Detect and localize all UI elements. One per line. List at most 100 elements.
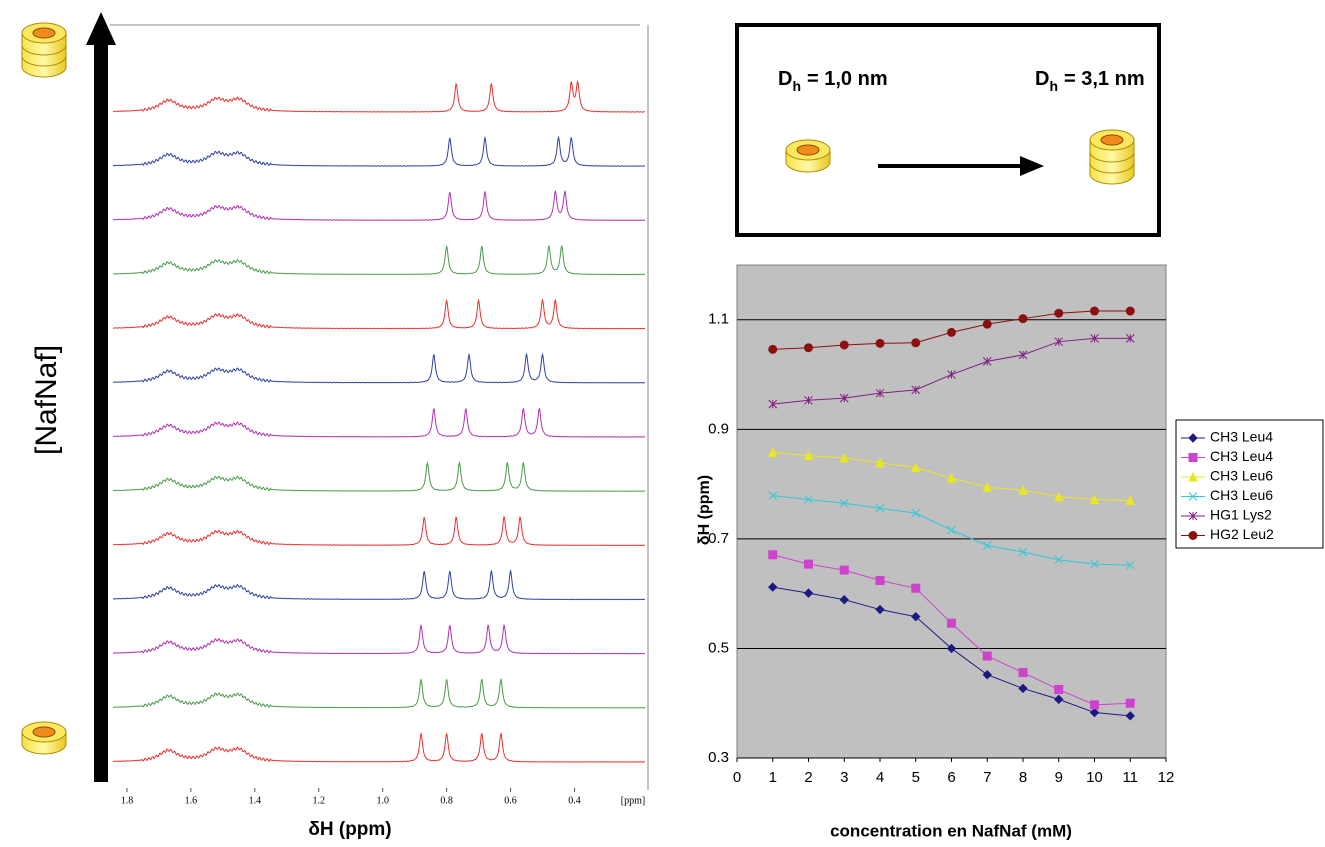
marker: [982, 670, 992, 680]
spectrum: [112, 515, 646, 547]
legend-label: CH3 Leu4: [1210, 448, 1273, 464]
x-tick-label: 3: [840, 769, 848, 786]
legend-label: CH3 Leu6: [1210, 487, 1273, 503]
marker: [768, 491, 778, 500]
marker: [1089, 494, 1100, 504]
marker: [803, 450, 814, 461]
spectrum: [112, 731, 646, 763]
marker: [1125, 495, 1136, 506]
marker: [947, 618, 956, 628]
x-tick-label: 1.6: [185, 795, 198, 806]
marker: [839, 340, 849, 350]
marker: [1054, 685, 1064, 695]
concentration-arrow: [86, 12, 116, 782]
marker: [1018, 547, 1028, 557]
marker: [911, 583, 921, 593]
marker: [982, 651, 992, 661]
marker: [875, 576, 885, 586]
y-tick-label: 0.5: [708, 639, 729, 656]
x-tick-label: 0.8: [440, 795, 453, 806]
marker: [768, 550, 778, 560]
marker: [875, 388, 885, 398]
legend-label: CH3 Leu4: [1210, 429, 1273, 445]
x-tick-label: 0.6: [504, 795, 517, 806]
marker: [804, 395, 813, 405]
legend-label: HG1 Lys2: [1210, 507, 1272, 523]
spectrum: [112, 135, 646, 167]
x-tick-label: 1.0: [376, 795, 389, 806]
marker: [804, 495, 813, 504]
marker: [804, 559, 813, 569]
spectrum: [112, 352, 646, 384]
marker: [1054, 337, 1064, 347]
marker: [804, 343, 813, 353]
legend-marker: [1188, 531, 1198, 540]
marker: [947, 370, 956, 379]
start-size-label: Dh = 1,0 nm: [778, 68, 888, 93]
spectrum: [112, 461, 646, 492]
marker: [946, 472, 957, 483]
legend-marker: [1188, 433, 1198, 443]
legend-label: CH3 Leu6: [1210, 468, 1273, 484]
plot-area: [736, 264, 1167, 759]
marker: [1125, 711, 1135, 721]
marker: [1125, 698, 1135, 708]
x-tick-label: 0: [733, 769, 741, 786]
x-tick-label: 5: [912, 769, 920, 786]
x-axis-title: concentration en NafNaf (mM): [830, 821, 1072, 840]
x-tick-label: 0.4: [568, 795, 581, 806]
spectrum: [112, 244, 646, 276]
end-size-label: Dh = 3,1 nm: [1035, 68, 1145, 93]
marker: [946, 643, 957, 654]
marker: [1090, 700, 1099, 710]
marker: [910, 462, 921, 473]
spectrum: [112, 189, 646, 221]
x-tick-label: 1.2: [313, 795, 326, 806]
marker: [1018, 668, 1028, 678]
marker: [1125, 560, 1135, 570]
marker: [839, 565, 849, 575]
marker: [1018, 485, 1028, 495]
marker: [982, 541, 992, 550]
marker: [1053, 491, 1064, 502]
marker: [1125, 334, 1135, 343]
marker: [1089, 707, 1100, 718]
marker: [911, 338, 921, 348]
marker: [1018, 314, 1028, 324]
y-axis-title: δH (ppm): [696, 475, 713, 545]
marker: [1125, 306, 1135, 316]
marker: [768, 344, 778, 354]
marker: [768, 399, 778, 409]
y-axis-title: [NafNaf]: [30, 345, 63, 455]
marker: [839, 498, 849, 508]
marker: [1054, 555, 1064, 565]
legend-marker: [1188, 471, 1198, 482]
marker: [1090, 559, 1099, 569]
marker: [982, 482, 993, 492]
y-tick-label: 0.9: [708, 420, 729, 437]
marker: [875, 457, 885, 468]
marker: [839, 594, 849, 605]
marker: [803, 588, 814, 598]
legend: [1175, 419, 1324, 549]
disc-icon: [21, 721, 67, 755]
x-tick-label: 1: [769, 769, 777, 786]
legend-marker: [1188, 492, 1198, 501]
marker: [1018, 683, 1028, 694]
marker: [1090, 306, 1099, 316]
spectrum: [112, 569, 646, 601]
x-tick-label: 11: [1122, 769, 1138, 786]
marker: [875, 503, 885, 513]
y-tick-label: 1.1: [708, 311, 729, 328]
spectrum: [112, 298, 646, 330]
marker: [947, 525, 956, 535]
marker: [982, 319, 992, 329]
spectrum: [112, 623, 646, 655]
legend-marker: [1188, 453, 1198, 462]
x-tick-label: 1.8: [121, 795, 134, 806]
x-tick-label: 8: [1019, 769, 1027, 786]
marker: [1090, 334, 1099, 343]
legend-label: HG2 Leu2: [1210, 526, 1274, 542]
spectrum: [112, 677, 646, 709]
